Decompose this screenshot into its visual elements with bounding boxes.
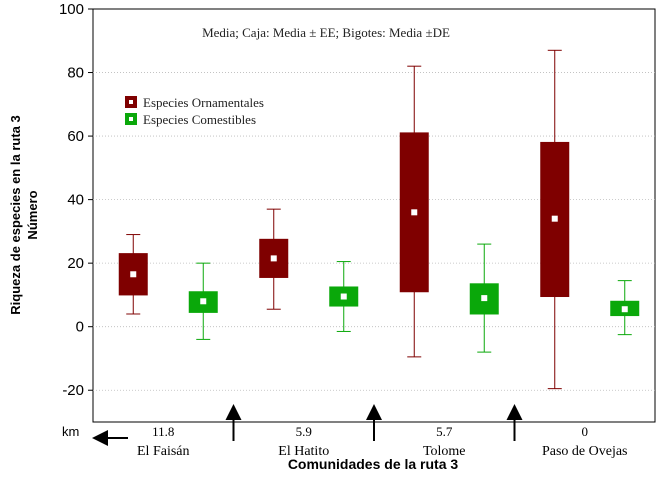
mean-marker-ornamentales (551, 215, 558, 222)
y-tick-label: 60 (67, 128, 84, 145)
km-value: 5.9 (296, 424, 312, 439)
category-label: Paso de Ovejas (542, 444, 628, 459)
y-tick-label: 40 (67, 192, 84, 209)
category-strip: km 11.8 El Faisán 5.9 El Hatito 5.7 Tolome 0 Pa… (62, 404, 628, 459)
x-axis-label: Comunidades de la ruta 3 (288, 456, 459, 472)
mean-marker-ornamentales (270, 255, 277, 262)
plot-area (92, 8, 656, 423)
mean-marker-comestibles (481, 295, 488, 302)
y-axis: -20 0 20 40 60 80 100 (59, 1, 93, 399)
y-tick-label: -20 (62, 382, 84, 399)
category-label: Tolome (423, 444, 466, 459)
category-label: El Hatito (278, 444, 329, 459)
km-value: 11.8 (152, 424, 174, 439)
legend-swatch-marker (129, 117, 133, 121)
km-value: 0 (582, 424, 589, 439)
mean-marker-ornamentales (411, 209, 418, 216)
y-axis-label-line2: Número (25, 190, 40, 239)
y-tick-label: 20 (67, 255, 84, 272)
legend-label-comestibles: Especies Comestibles (143, 112, 256, 127)
legend-label-ornamentales: Especies Ornamentales (143, 95, 264, 110)
legend: Especies Ornamentales Especies Comestibl… (125, 95, 264, 127)
y-tick-label: 100 (59, 1, 84, 18)
category-label: El Faisán (137, 444, 190, 459)
mean-marker-ornamentales (130, 271, 137, 278)
y-axis-label-line1: Riqueza de especies en la ruta 3 (8, 115, 23, 314)
mean-marker-comestibles (200, 298, 207, 305)
annotation: Media; Caja: Media ± EE; Bigotes: Media … (202, 25, 450, 40)
mean-marker-comestibles (621, 306, 628, 313)
boxes (118, 49, 640, 390)
y-tick-label: 80 (67, 65, 84, 82)
km-label: km (62, 424, 79, 439)
mean-marker-comestibles (340, 293, 347, 300)
km-value: 5.7 (436, 424, 453, 439)
y-tick-label: 0 (76, 319, 84, 336)
legend-swatch-marker (129, 100, 133, 104)
